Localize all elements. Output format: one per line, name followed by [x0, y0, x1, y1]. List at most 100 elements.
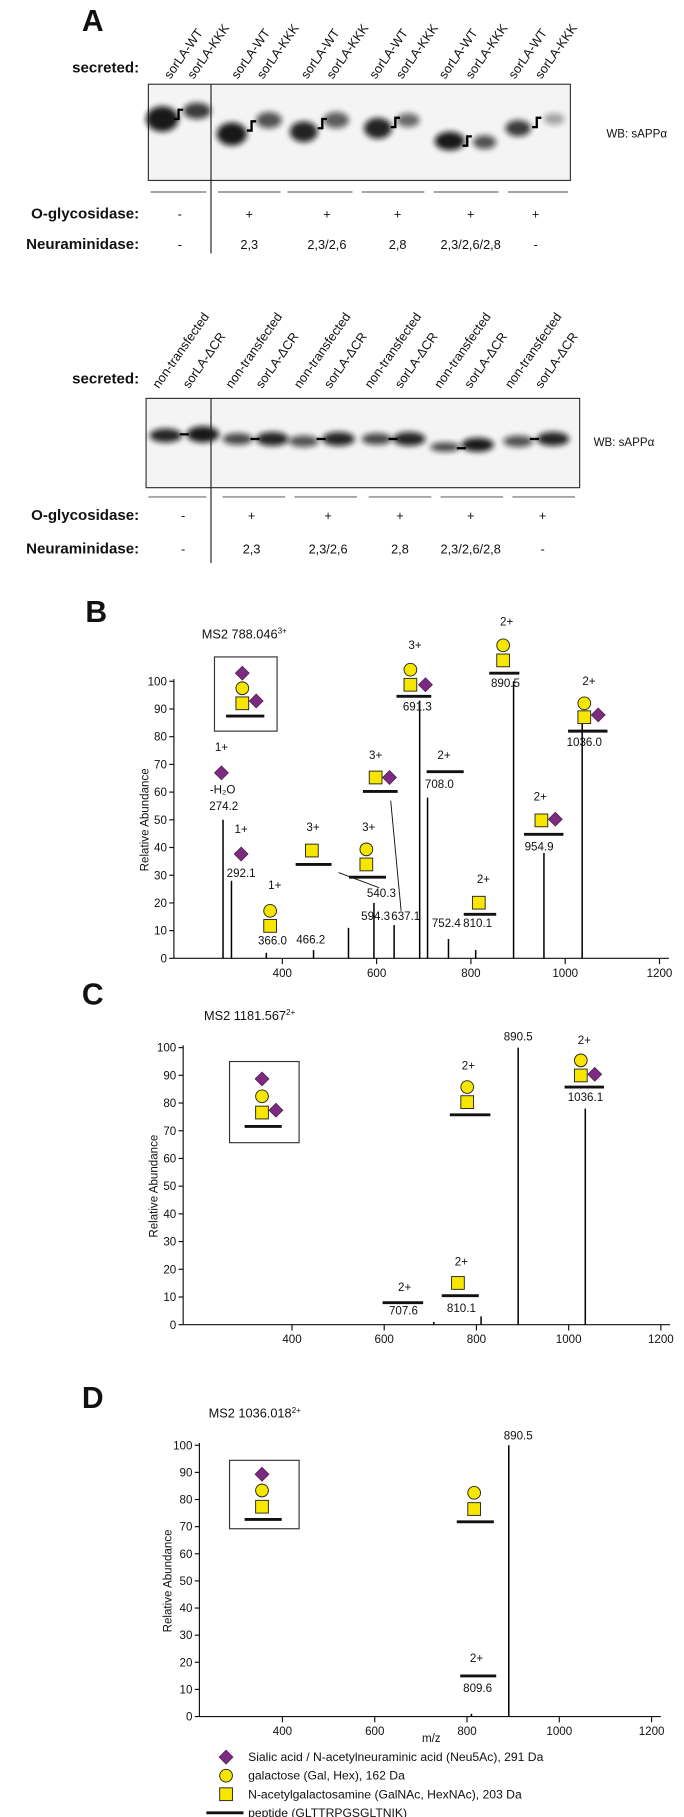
y-tick-label: 80 [180, 1495, 193, 1507]
row-cell: - [533, 237, 537, 252]
y-tick-label: 40 [163, 1209, 176, 1221]
row-cell: 2,8 [391, 542, 409, 557]
precursor-charge: 2+ [286, 1008, 296, 1017]
galactose-icon [263, 903, 277, 918]
band [146, 106, 179, 132]
charge-label: 1+ [235, 824, 248, 836]
sialic-acid-icon [254, 1071, 270, 1087]
y-tick-label: 60 [154, 787, 167, 799]
galactose-icon [219, 1768, 233, 1783]
peak-label: 890.5 [504, 1430, 533, 1442]
sialic-acid-icon [547, 811, 563, 827]
x-axis-label: m/z [422, 1733, 441, 1745]
band-marker [246, 120, 257, 132]
y-tick-label: 90 [180, 1467, 193, 1479]
y-tick-label: 80 [154, 732, 167, 744]
row-cell: - [178, 207, 182, 222]
sialic-acid-icon [218, 1749, 234, 1765]
x-tick-label: 600 [375, 1334, 394, 1346]
charge-label: 2+ [582, 676, 595, 688]
row-cell: + [324, 508, 331, 523]
charge-label: 2+ [398, 1282, 411, 1294]
galnac-icon [467, 1502, 482, 1516]
x-tick-label: 1200 [639, 1726, 665, 1738]
legend-label: peptide (GLTTRPGSGLTNIK) [248, 1806, 407, 1817]
galnac-icon [471, 895, 486, 910]
band [323, 112, 349, 129]
galactose-icon [359, 842, 374, 857]
row-label: Neuraminidase: [26, 236, 139, 253]
x-tick-label: 400 [273, 968, 292, 980]
sialic-acid-icon [233, 846, 249, 862]
peak-label: 809.6 [463, 1683, 492, 1695]
y-tick-label: 0 [170, 1320, 176, 1332]
galnac-icon [534, 813, 549, 828]
charge-label: 1+ [268, 880, 281, 892]
y-tick-label: 100 [148, 676, 167, 688]
galnac-icon [403, 677, 418, 692]
row-cell: - [181, 508, 185, 523]
galnac-icon [573, 1068, 588, 1083]
band [361, 433, 392, 445]
sialic-acid-icon [268, 1102, 284, 1118]
wb-label: WB: sAPPα [594, 437, 655, 449]
charge-label: 2+ [455, 1257, 468, 1269]
row-label: Neuraminidase: [26, 541, 139, 558]
band [149, 428, 183, 443]
spectrum-title: MS2 1036.0182+ [209, 1405, 301, 1420]
band [288, 435, 319, 448]
panel-letter: D [82, 1382, 104, 1415]
y-tick-label: 90 [154, 704, 167, 716]
y-tick-label: 20 [154, 898, 167, 910]
precursor-charge: 2+ [292, 1406, 302, 1415]
row-cell: - [178, 237, 182, 252]
galnac-icon [577, 710, 592, 725]
row-cell: 2,3/2,6 [309, 542, 348, 557]
peak-label: 1036.1 [568, 1092, 603, 1104]
y-tick-label: 100 [157, 1043, 176, 1055]
band [393, 432, 426, 446]
charge-label: 2+ [500, 617, 513, 629]
x-tick-label: 1000 [546, 1726, 572, 1738]
row-label: O-glycosidase: [31, 206, 139, 223]
galnac-icon [451, 1276, 465, 1290]
row-cell: + [467, 508, 474, 523]
panel-letter: B [85, 596, 107, 629]
band-marker [390, 116, 400, 129]
row-cell: + [467, 207, 474, 222]
peak-label: 890.5 [504, 1032, 533, 1044]
y-tick-label: 70 [154, 759, 167, 771]
row-cell: + [394, 207, 401, 222]
y-tick-label: 40 [154, 843, 167, 855]
band-marker [317, 117, 327, 130]
secreted-label: secreted: [72, 60, 139, 77]
y-tick-label: 50 [163, 1181, 176, 1193]
sialic-acid-icon [248, 693, 264, 709]
galactose-icon [255, 1483, 269, 1498]
galactose-icon [460, 1080, 475, 1094]
galactose-icon [577, 696, 592, 711]
y-tick-label: 30 [163, 1237, 176, 1249]
galactose-icon [403, 662, 418, 677]
row-cell: + [539, 508, 546, 523]
peak-label: 1036.0 [567, 737, 602, 749]
band [364, 117, 392, 139]
galactose-icon [496, 638, 510, 653]
row-cell: - [540, 542, 544, 557]
y-tick-label: 60 [180, 1549, 193, 1561]
band [543, 113, 565, 125]
band [536, 432, 570, 446]
band [256, 432, 289, 446]
peak-label: 708.0 [425, 779, 454, 791]
row-cell: + [246, 207, 253, 222]
charge-label: 3+ [362, 822, 375, 834]
x-tick-label: 800 [457, 1726, 476, 1738]
x-tick-label: 1200 [648, 1334, 674, 1346]
galnac-icon [460, 1095, 475, 1109]
band [216, 122, 247, 146]
x-tick-label: 600 [365, 1726, 384, 1738]
charge-label: 2+ [437, 750, 450, 762]
charge-label: 3+ [408, 640, 421, 652]
